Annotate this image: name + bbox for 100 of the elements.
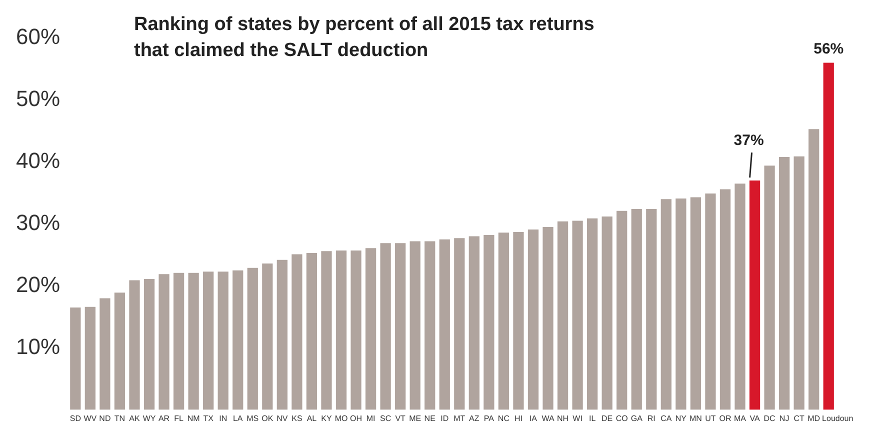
x-tick-label: AZ [469, 414, 480, 424]
bar [498, 232, 510, 410]
x-tick-label: DC [764, 414, 776, 424]
bar [424, 241, 436, 410]
x-tick-label: NH [557, 414, 569, 424]
bar [380, 243, 391, 410]
x-tick-label: OK [262, 414, 274, 424]
y-tick-label: 30% [16, 210, 60, 235]
y-tick-label: 50% [16, 86, 60, 112]
bar [218, 272, 228, 410]
x-tick-label: HI [514, 414, 522, 424]
bar [203, 272, 214, 410]
x-tick-label: CO [616, 414, 628, 424]
bar [690, 197, 702, 410]
bar [70, 308, 81, 410]
y-tick-label: 20% [16, 272, 60, 297]
bar [513, 232, 524, 410]
x-tick-label: ND [99, 414, 111, 424]
x-tick-label: AK [129, 414, 140, 424]
bar [292, 254, 302, 410]
x-tick-label: OH [350, 414, 362, 424]
x-tick-label: PA [484, 414, 495, 424]
bar [720, 189, 731, 410]
x-tick-label: WI [572, 414, 582, 424]
bar [484, 235, 494, 410]
x-tick-label: MI [366, 414, 376, 424]
x-tick-label: NC [498, 414, 510, 424]
data-label: 56% [814, 40, 844, 58]
bar [660, 199, 672, 410]
y-tick-label: 60% [16, 24, 60, 50]
x-tick-label: NY [675, 414, 688, 424]
bar [587, 218, 598, 410]
bar [247, 268, 258, 410]
x-tick-label: AR [158, 414, 170, 424]
bar [749, 180, 760, 410]
x-tick-label: NM [187, 414, 200, 424]
x-tick-label: NV [276, 414, 288, 424]
bar [676, 198, 686, 410]
bar [350, 250, 362, 410]
x-tick-label: GA [630, 414, 644, 424]
x-tick-label: MO [334, 414, 348, 424]
x-tick-label: IN [219, 414, 228, 424]
bar [764, 166, 775, 410]
bar [276, 260, 288, 410]
x-tick-label: WA [542, 414, 555, 424]
bar [158, 274, 170, 410]
x-tick-label: RI [647, 414, 656, 424]
x-tick-label: VA [750, 414, 760, 424]
x-tick-label: VT [395, 414, 406, 424]
bar [794, 156, 804, 410]
x-tick-label: WY [142, 414, 156, 424]
bar [173, 272, 184, 410]
x-tick-label: MS [246, 414, 259, 424]
x-tick-label: NE [424, 414, 436, 424]
bar [365, 248, 376, 410]
bar [468, 236, 480, 410]
bar [306, 253, 318, 410]
x-tick-label: SD [70, 414, 82, 424]
x-tick-label: FL [174, 414, 184, 424]
bar [572, 220, 583, 410]
bar [557, 221, 568, 410]
x-tick-label: MA [734, 414, 747, 424]
bar [439, 239, 450, 410]
bar [84, 306, 96, 410]
bar [410, 241, 420, 410]
bar [129, 280, 140, 410]
x-tick-label: ME [409, 414, 422, 424]
bar [808, 129, 820, 410]
chart-title: Ranking of states by percent of all 2015 tax returns that claimed the SALT deduction [134, 13, 594, 63]
x-tick-label: ID [440, 414, 449, 424]
x-tick-label: TX [203, 414, 214, 424]
x-tick-label: MD [808, 414, 820, 424]
bar [542, 227, 554, 410]
bar [100, 298, 110, 410]
x-tick-label: OR [719, 414, 732, 424]
x-tick-label: AL [306, 414, 318, 424]
x-tick-label: UT [705, 414, 716, 424]
bar [528, 229, 539, 410]
bar [616, 210, 628, 410]
y-tick-label: 10% [16, 334, 60, 359]
bar [823, 62, 834, 410]
bar [232, 270, 244, 410]
bar [321, 251, 332, 410]
x-tick-label: CT [794, 414, 805, 424]
x-tick-label: NJ [779, 414, 790, 424]
x-tick-label: DE [602, 414, 613, 424]
bar [734, 184, 746, 410]
bar [114, 292, 126, 410]
x-tick-label: KS [292, 414, 302, 424]
x-tick-label: MT [454, 414, 466, 424]
x-tick-label: IA [529, 414, 538, 424]
bar [336, 250, 347, 410]
x-tick-label: TN [114, 414, 126, 424]
bar [602, 216, 612, 410]
bar [454, 238, 465, 410]
bar [395, 243, 406, 410]
bar [646, 209, 657, 410]
bar [778, 156, 790, 410]
x-tick-label: LA [232, 414, 244, 424]
x-tick-label: SC [380, 414, 392, 424]
